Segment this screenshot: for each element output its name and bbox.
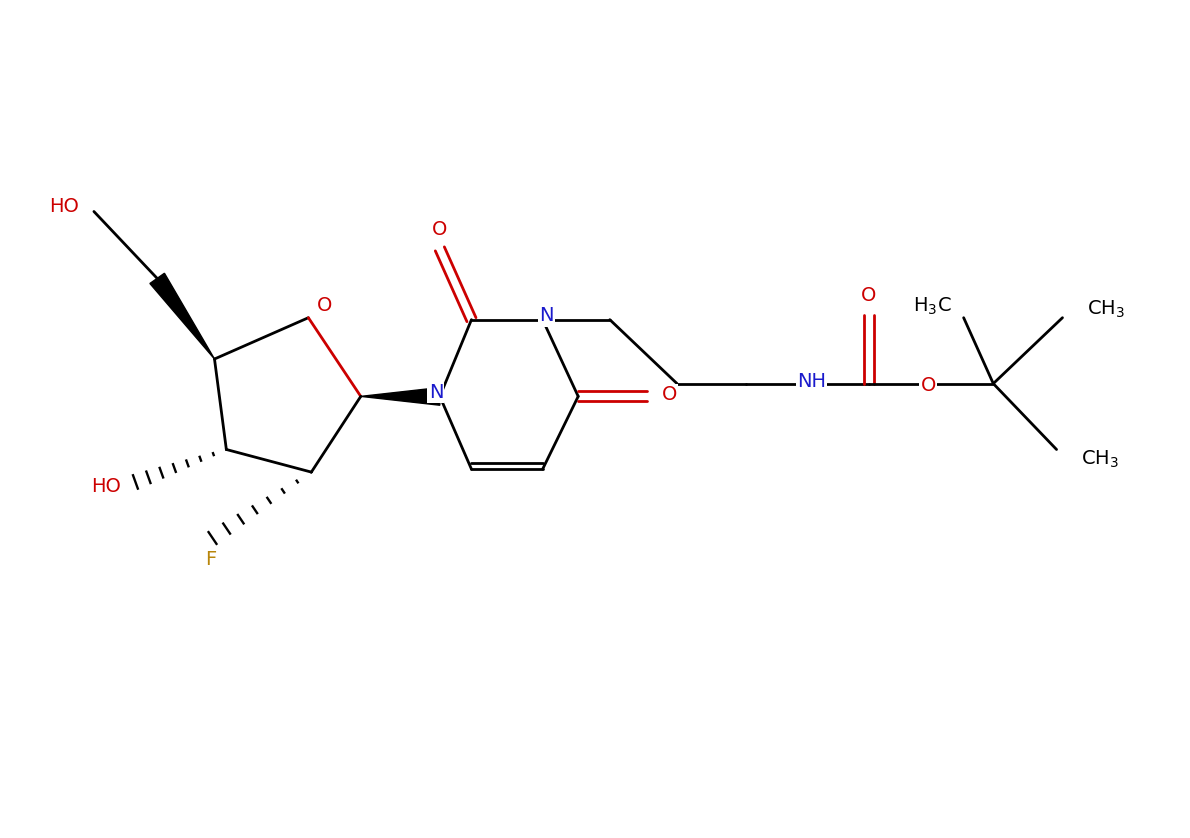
Text: HO: HO — [90, 478, 120, 496]
Text: CH$_3$: CH$_3$ — [1082, 448, 1120, 470]
Text: CH$_3$: CH$_3$ — [1088, 299, 1126, 320]
Text: N: N — [428, 383, 443, 402]
Text: N: N — [539, 306, 553, 325]
Polygon shape — [361, 387, 440, 406]
Polygon shape — [150, 273, 214, 359]
Text: O: O — [432, 220, 447, 239]
Text: O: O — [920, 376, 935, 395]
Text: O: O — [662, 385, 677, 404]
Text: H$_3$C: H$_3$C — [913, 295, 952, 317]
Text: F: F — [205, 550, 217, 569]
Text: HO: HO — [49, 197, 79, 216]
Text: NH: NH — [797, 372, 826, 391]
Text: O: O — [317, 297, 332, 315]
Text: O: O — [862, 286, 877, 304]
